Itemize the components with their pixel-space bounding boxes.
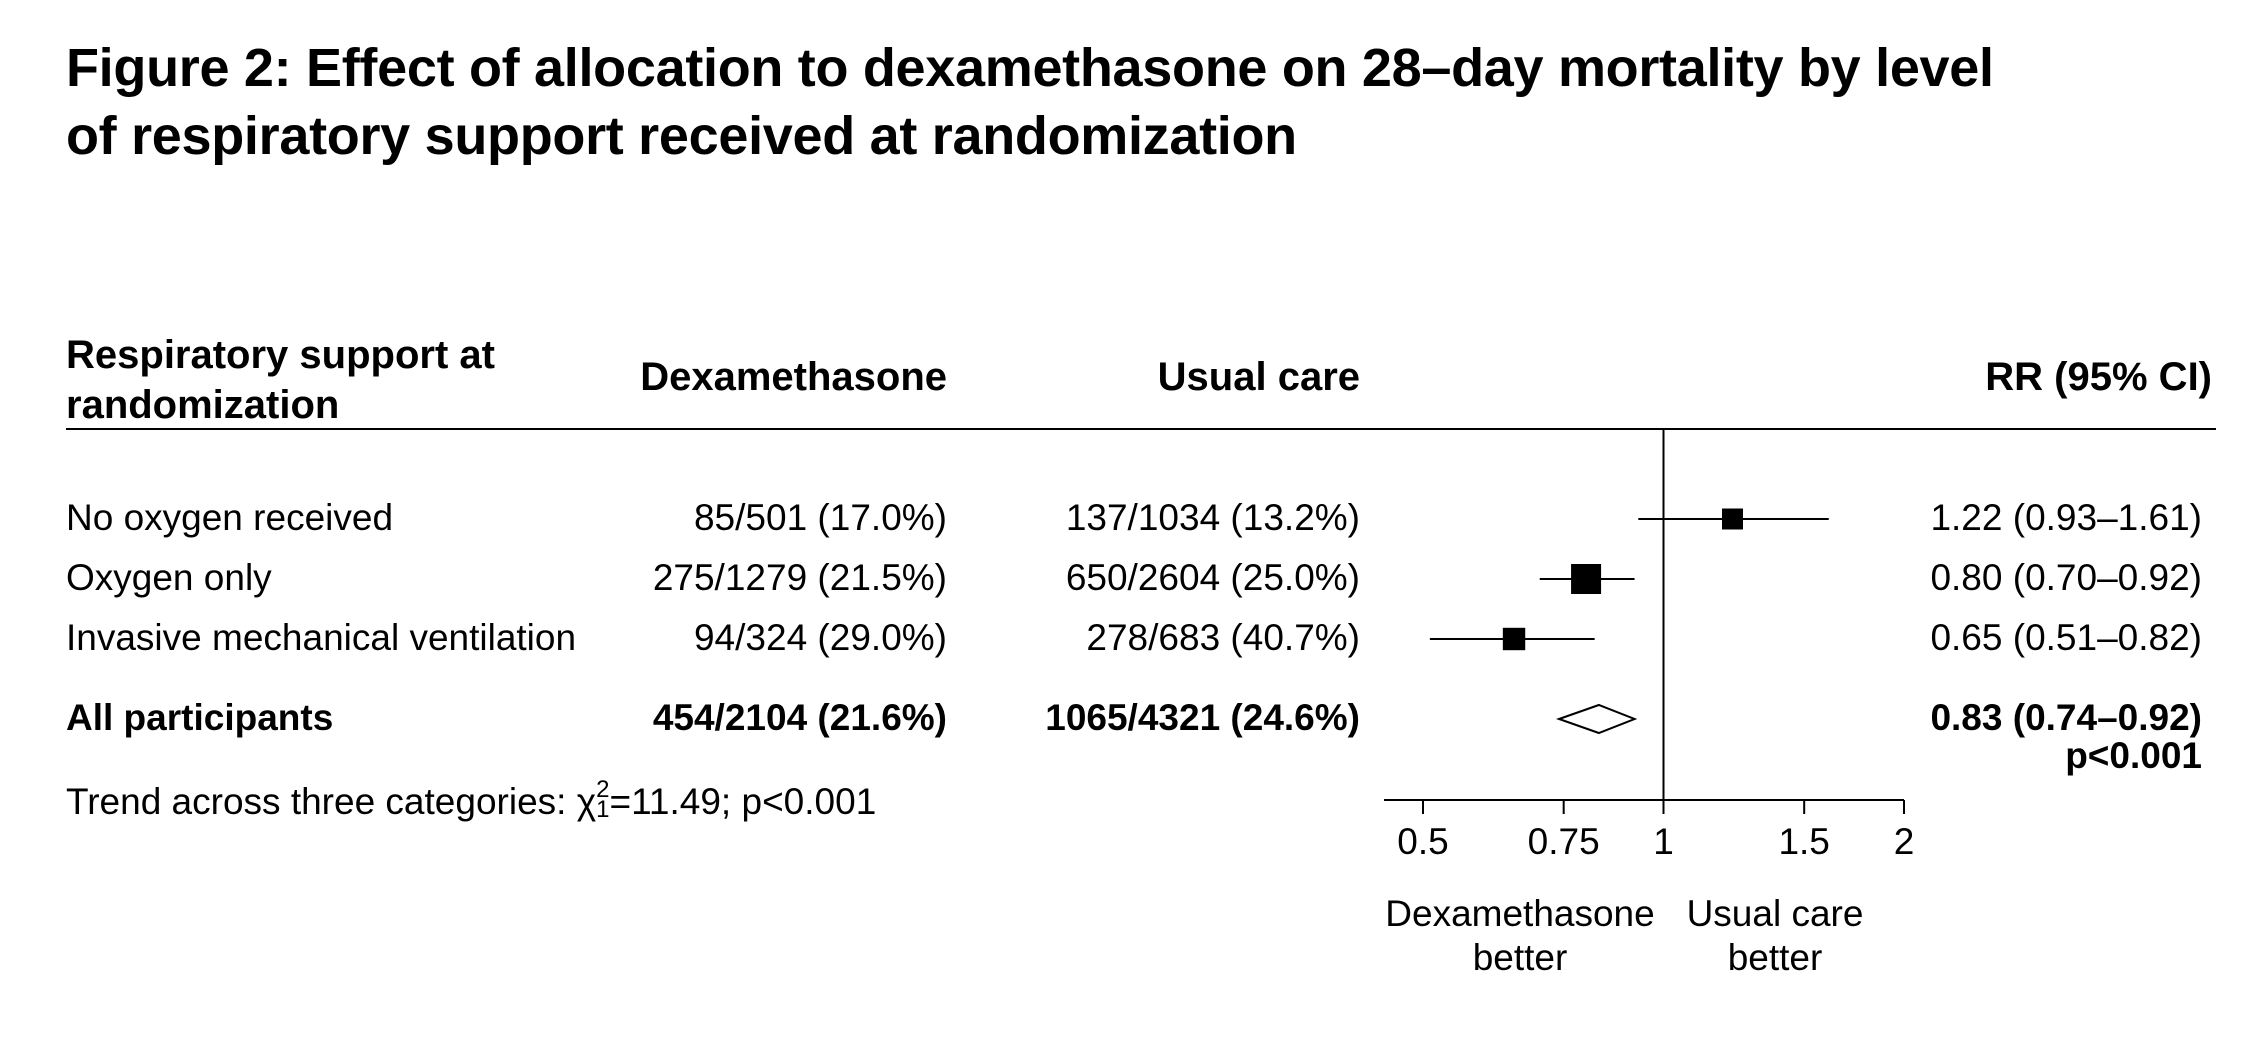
- row-label: Invasive mechanical ventilation: [66, 617, 577, 658]
- point-estimate: [1502, 627, 1526, 651]
- x-tick-label: 0.5: [1397, 821, 1448, 862]
- x-direction-left-line2: better: [1472, 937, 1568, 978]
- figure-title-line1: Figure 2: Effect of allocation to dexame…: [66, 38, 1994, 98]
- summary-diamond: [1556, 703, 1638, 735]
- trend-chi-subscript: 1: [596, 796, 610, 824]
- trend-test: Trend across three categories: χ 2 1 =11.49…: [66, 776, 877, 824]
- row-dexamethasone: 85/501 (17.0%): [693, 497, 947, 538]
- row-label: Oxygen only: [66, 557, 272, 598]
- row-label: All participants: [66, 697, 334, 738]
- figure-title: Figure 2: Effect of allocation to dexame…: [66, 34, 1994, 170]
- header-rule: [66, 428, 2216, 430]
- column-header-group-line2: randomization: [66, 383, 340, 427]
- x-tick-label: 2: [1894, 821, 1915, 862]
- row-usual-care: 1065/4321 (24.6%): [1045, 697, 1360, 738]
- column-header-usual-care: Usual care: [1157, 355, 1360, 399]
- x-tick-label: 0.75: [1528, 821, 1600, 862]
- column-header-group-line1: Respiratory support at: [66, 333, 495, 377]
- x-tick-label: 1: [1653, 821, 1674, 862]
- row-usual-care: 278/683 (40.7%): [1086, 617, 1360, 658]
- row-p-value: p<0.001: [2065, 735, 2202, 776]
- trend-chi-superscript: 2: [596, 776, 610, 804]
- x-direction-left-line1: Dexamethasone: [1385, 893, 1655, 934]
- column-header-rr: RR (95% CI): [1985, 355, 2212, 399]
- row-rr-text: 0.83 (0.74–0.92): [1930, 697, 2202, 738]
- row-rr-text: 0.65 (0.51–0.82): [1930, 617, 2202, 658]
- row-rr-text: 1.22 (0.93–1.61): [1930, 497, 2202, 538]
- point-estimate: [1721, 508, 1743, 530]
- row-usual-care: 650/2604 (25.0%): [1065, 557, 1360, 598]
- trend-prefix: Trend across three categories:: [66, 781, 577, 822]
- x-direction-right-line1: Usual care: [1686, 893, 1864, 934]
- row-label: No oxygen received: [66, 497, 394, 538]
- trend-chi-symbol: χ: [576, 781, 597, 822]
- x-direction-right-line2: better: [1727, 937, 1823, 978]
- row-dexamethasone: 275/1279 (21.5%): [652, 557, 947, 598]
- x-direction-left: Dexamethasone better: [1370, 892, 1670, 980]
- column-header-dexamethasone: Dexamethasone: [640, 355, 947, 399]
- row-dexamethasone: 94/324 (29.0%): [693, 617, 947, 658]
- x-tick-label: 1.5: [1778, 821, 1829, 862]
- row-rr-text: 0.80 (0.70–0.92): [1930, 557, 2202, 598]
- x-direction-right: Usual care better: [1670, 892, 1880, 980]
- row-dexamethasone: 454/2104 (21.6%): [652, 697, 947, 738]
- point-estimate: [1571, 564, 1602, 594]
- figure-title-line2: of respiratory support received at rando…: [66, 106, 1297, 166]
- column-header-group: Respiratory support at randomization: [66, 330, 495, 430]
- trend-suffix: =11.49; p<0.001: [609, 781, 877, 822]
- row-usual-care: 137/1034 (13.2%): [1065, 497, 1360, 538]
